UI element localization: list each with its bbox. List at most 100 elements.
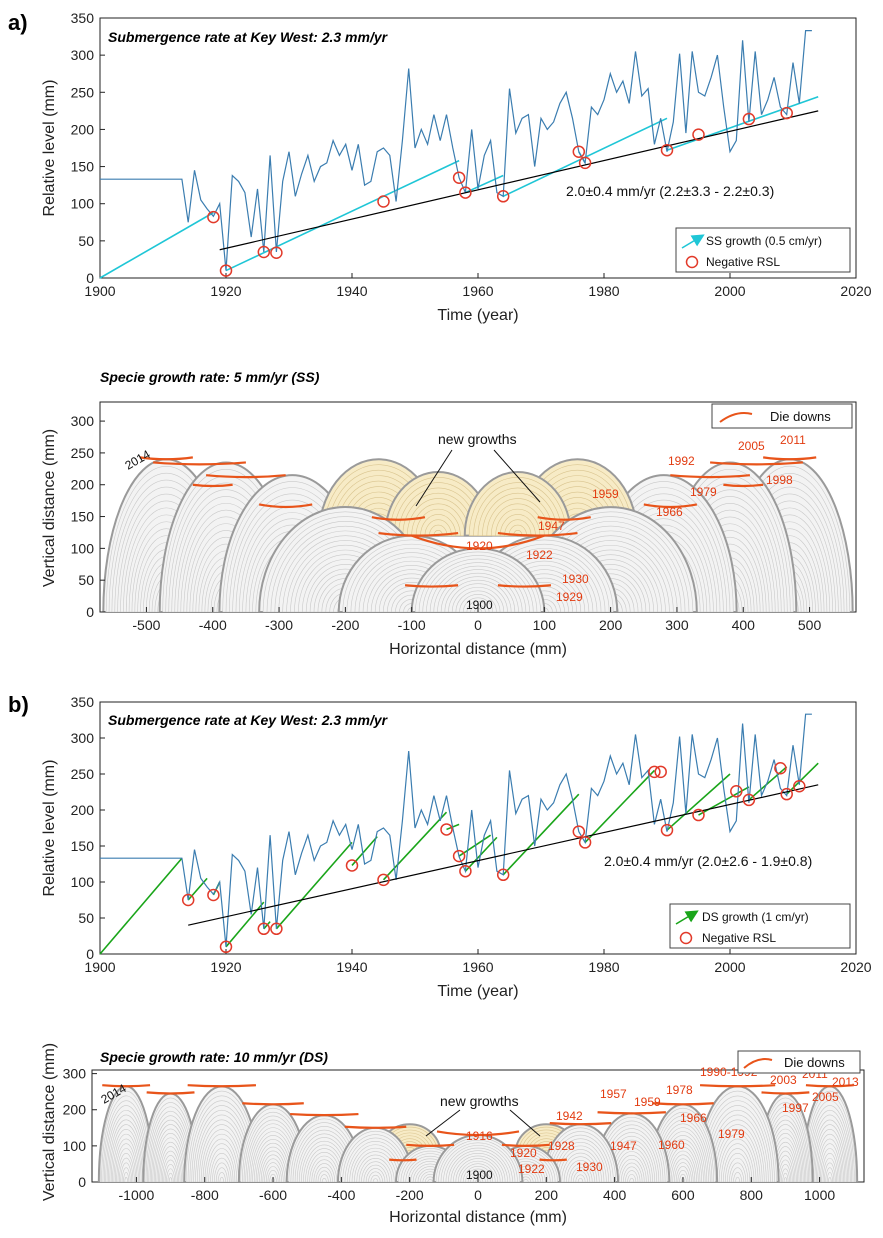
trend-line [219, 110, 819, 251]
trend-line [188, 784, 819, 926]
growth-segment [666, 95, 819, 151]
y-tick-label: 350 [71, 10, 95, 26]
trend-annotation-b: 2.0±0.4 mm/yr (2.0±2.6 - 1.9±0.8) [604, 853, 812, 869]
negative-rsl-point [578, 836, 592, 849]
x-tick-label: 0 [474, 617, 482, 633]
x-tick-label: -100 [398, 617, 426, 633]
negative-rsl-point [207, 888, 220, 902]
y-tick-label: 0 [86, 604, 94, 620]
negative-rsl-point [459, 186, 472, 199]
y-tick-label: 0 [86, 270, 94, 286]
y-tick-label: 200 [63, 1102, 87, 1118]
y-ticks-b: 0 50 100 150 200 250 300 350 [71, 694, 105, 962]
y-tick-label: 250 [71, 445, 95, 461]
legend-item-negative-a: Negative RSL [706, 255, 780, 269]
negative-rsl-point [654, 765, 667, 779]
x-tick-label: 2000 [714, 283, 745, 299]
year-label: 1957 [600, 1087, 627, 1101]
year-labels-a: 1920 1922 1930 1929 1947 1959 1966 1979 … [466, 433, 806, 604]
y-tick-label: 300 [63, 1066, 87, 1082]
legend-item-die-downs-a: Die downs [770, 409, 831, 424]
center-year-label-a: 1900 [466, 598, 493, 612]
legend-diagram-b: Die downs [737, 1050, 861, 1074]
x-tick-label: 1980 [588, 283, 619, 299]
y-tick-label: 250 [71, 766, 95, 782]
growth-segment [502, 793, 580, 876]
panel-label-b: b) [8, 692, 29, 717]
legend-item-negative-b: Negative RSL [702, 931, 776, 945]
year-label: 1920 [510, 1146, 537, 1160]
die-down-arc [344, 1125, 407, 1129]
coral-rings-b [97, 1084, 859, 1182]
year-label: 1928 [548, 1139, 575, 1153]
negative-rsl-point [257, 245, 271, 259]
x-tick-label: 400 [732, 617, 756, 633]
callout-line-right-b [509, 1109, 541, 1137]
y-tick-label: 0 [78, 1174, 86, 1190]
growth-segment [458, 834, 492, 857]
year-label: 1979 [718, 1127, 745, 1141]
series-group-b [99, 713, 819, 955]
panel-label-a: a) [8, 10, 28, 35]
year-label: 1966 [680, 1111, 707, 1125]
x-tick-label: 1900 [84, 959, 115, 975]
negative-rsl-point [572, 145, 586, 158]
die-down-arc-icon-a [719, 412, 753, 423]
panel-b-growth-diagram: Specie growth rate: 10 mm/yr (DS) -1000-… [41, 1043, 865, 1226]
die-down-arc [102, 1084, 151, 1088]
coral-growth-ring [783, 1177, 788, 1182]
legend-circle-icon-b [679, 931, 693, 945]
negative-rsl-point [219, 264, 233, 277]
year-label: 1960 [658, 1138, 685, 1152]
rsl-series-line [100, 713, 812, 947]
die-down-arc [497, 531, 578, 537]
x-tick-label: 1960 [462, 959, 493, 975]
callout-line-left-b [425, 1109, 461, 1137]
growth-segment [465, 174, 504, 194]
x-tick-label: 500 [798, 617, 822, 633]
growth-segment [786, 762, 819, 795]
negative-rsl-point [780, 106, 793, 120]
negative-rsl-point [496, 868, 510, 882]
x-tick-label: 800 [740, 1187, 764, 1203]
die-down-arc [710, 461, 804, 466]
x-tick-label: 200 [535, 1187, 559, 1203]
die-down-arc [242, 1102, 304, 1106]
die-down-arc [378, 531, 459, 537]
x-tick-label: -300 [265, 617, 293, 633]
rsl-series-line [100, 30, 812, 271]
year-label: 1978 [666, 1083, 693, 1097]
negative-rsl-point [270, 922, 283, 936]
legend-diagram-a: Die downs [711, 403, 853, 429]
coral-rings-a [102, 456, 854, 612]
die-down-arc [497, 584, 552, 588]
y-tick-label: 100 [71, 196, 95, 212]
x-tick-label: 2020 [840, 959, 871, 975]
year-label: 2005 [812, 1090, 839, 1104]
coral-growth-ring [124, 1176, 128, 1182]
negative-rsl-point [730, 785, 743, 798]
x-axis-label-diagram-b: Horizontal distance (mm) [389, 1209, 567, 1226]
x-tick-label: -500 [132, 617, 160, 633]
growth-segment [351, 836, 378, 866]
x-tick-label: 0 [474, 1187, 482, 1203]
negative-rsl-point [459, 864, 472, 878]
y-axis-label-a: Relative level (mm) [41, 80, 58, 217]
y-tick-label: 300 [71, 47, 95, 63]
die-down-arc-icon-b [743, 1058, 773, 1069]
year-label: 1930 [576, 1160, 603, 1174]
negative-rsl-point [660, 143, 674, 157]
die-down-arc [146, 1091, 195, 1095]
x-ticks-a: 1900 1920 1940 1960 1980 2000 2020 [84, 273, 872, 299]
die-down-arc [723, 483, 764, 488]
year-label: 2003 [770, 1073, 797, 1087]
negative-rsl-point [648, 765, 661, 779]
die-down-arc [670, 474, 750, 479]
legend-arrow-icon-b [675, 910, 699, 925]
growth-segment [99, 211, 214, 279]
panel-b-timeseries: b) Submergence rate at Key West: 2.3 mm/… [8, 692, 872, 1000]
x-tick-label: 1920 [210, 959, 241, 975]
y-tick-label: 50 [78, 572, 94, 588]
y-tick-label: 200 [71, 477, 95, 493]
